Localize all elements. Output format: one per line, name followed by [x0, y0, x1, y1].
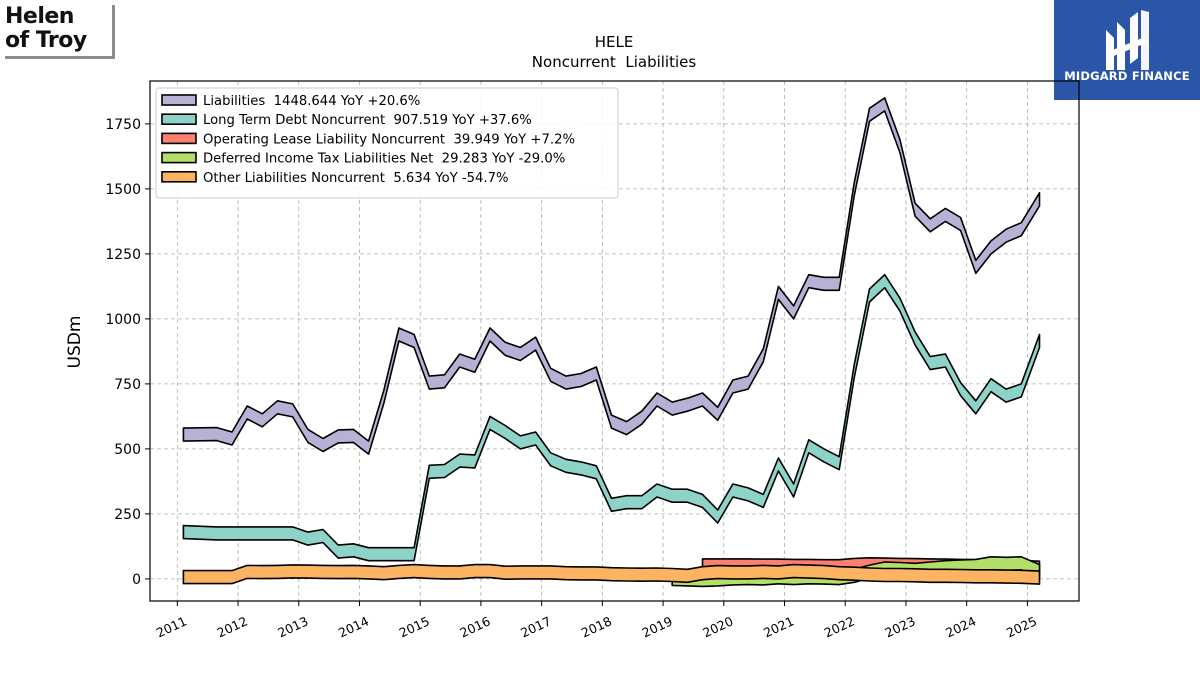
logo-line-2: of Troy — [5, 28, 87, 53]
midgard-finance-logo: MIDGARD FINANCE — [1054, 0, 1200, 100]
helen-of-troy-logo: Helen of Troy — [5, 5, 115, 59]
legend-label-3: Deferred Income Tax Liabilities Net 29.2… — [203, 152, 565, 167]
legend-swatch-2 — [161, 132, 197, 145]
x-tick-label: 2023 — [882, 613, 917, 640]
midgard-brand-text: MIDGARD FINANCE — [1064, 69, 1190, 83]
x-tick-label: 2012 — [215, 613, 250, 640]
y-tick-label: 250 — [114, 507, 141, 523]
plot-frame — [149, 80, 1080, 602]
y-axis: 0 250 500 750 1000 1250 1500 1750 — [105, 117, 150, 588]
x-tick-label: 2014 — [336, 613, 371, 640]
chart-title: HELE — [595, 33, 634, 51]
legend-swatch-4 — [161, 171, 197, 183]
y-tick-label: 1750 — [105, 117, 141, 133]
x-tick-label: 2025 — [1004, 613, 1039, 640]
legend-box — [155, 87, 619, 199]
y-axis-label: USDm — [65, 316, 85, 369]
y-tick-label: 1250 — [105, 247, 141, 263]
x-tick-label: 2013 — [275, 613, 310, 640]
legend-swatch-1 — [161, 113, 197, 125]
logo-frame-accent — [112, 5, 115, 19]
legend-swatch-0 — [161, 94, 197, 106]
y-tick-label: 1500 — [105, 182, 141, 198]
legend-label-0: Liabilities 1448.644 YoY +20.6% — [203, 94, 420, 109]
y-tick-label: 500 — [114, 442, 141, 458]
x-tick-label: 2015 — [397, 613, 432, 640]
x-tick-label: 2018 — [579, 613, 614, 640]
series-line-4 — [182, 563, 1041, 585]
x-tick-label: 2017 — [518, 613, 553, 640]
legend-label-2: Operating Lease Liability Noncurrent 39.… — [203, 132, 575, 147]
x-tick-label: 2011 — [154, 613, 189, 640]
x-tick-label: 2024 — [943, 613, 978, 640]
x-tick-label: 2020 — [700, 613, 735, 640]
x-tick-label: 2016 — [457, 613, 492, 640]
y-tick-label: 0 — [132, 572, 141, 588]
legend-label-1: Long Term Debt Noncurrent 907.519 YoY +3… — [203, 113, 532, 128]
chart-subtitle: Noncurrent Liabilities — [532, 53, 697, 71]
midgard-monogram-icon — [1106, 10, 1149, 70]
series-line-1 — [182, 273, 1041, 562]
legend: Liabilities 1448.644 YoY +20.6% Long Term… — [155, 87, 619, 199]
x-axis: 2011 2012 2013 2014 2015 2016 2017 2018 2019 2020… — [154, 601, 1039, 640]
y-tick-label: 1000 — [105, 312, 141, 328]
y-tick-label: 750 — [114, 377, 141, 393]
series-layer — [182, 97, 1041, 588]
logo-line-1: Helen — [5, 4, 74, 29]
x-tick-label: 2021 — [761, 613, 796, 640]
legend-label-4: Other Liabilities Noncurrent 5.634 YoY -… — [203, 171, 509, 186]
x-tick-label: 2022 — [822, 613, 857, 640]
series-line-0 — [182, 97, 1041, 455]
x-tick-label: 2019 — [640, 613, 675, 640]
legend-swatch-3 — [161, 151, 197, 164]
